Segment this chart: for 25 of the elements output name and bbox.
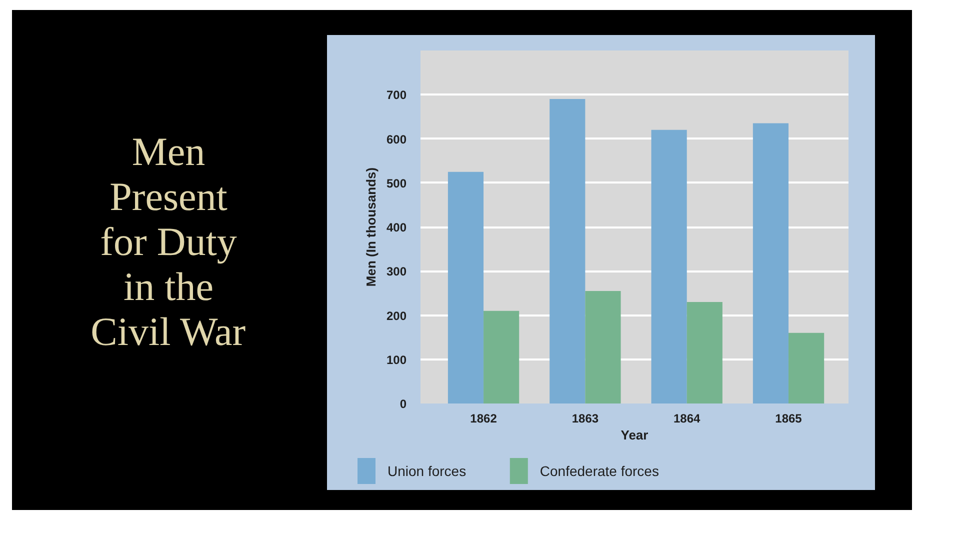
y-tick-label: 200 xyxy=(386,308,407,323)
x-tick-label: 1865 xyxy=(775,412,802,426)
bar xyxy=(585,290,621,404)
text: Men Present for Duty in the Civil War xyxy=(90,129,246,354)
x-tick-label: 1862 xyxy=(470,412,498,426)
y-tick-label: 0 xyxy=(400,397,407,411)
y-axis-title: Men (In thousands) xyxy=(363,167,378,287)
bar xyxy=(550,99,586,404)
bar xyxy=(651,130,687,404)
legend-label: Confederate forces xyxy=(540,463,659,479)
bar xyxy=(788,332,824,404)
bar xyxy=(752,123,789,404)
y-tick-label: 400 xyxy=(386,220,407,234)
legend-label: Union forces xyxy=(388,463,466,479)
y-tick-label: 600 xyxy=(386,132,407,146)
y-tick-label: 300 xyxy=(386,264,407,279)
bar xyxy=(448,172,484,404)
x-tick-label: 1864 xyxy=(674,412,701,426)
y-tick-label: 100 xyxy=(386,352,407,367)
y-tick-label: 500 xyxy=(386,176,407,190)
x-axis-title: Year xyxy=(620,428,648,442)
y-tick-label: 700 xyxy=(386,88,407,102)
x-tick-label: 1863 xyxy=(572,412,599,426)
bar xyxy=(484,310,520,404)
bar xyxy=(686,302,722,404)
